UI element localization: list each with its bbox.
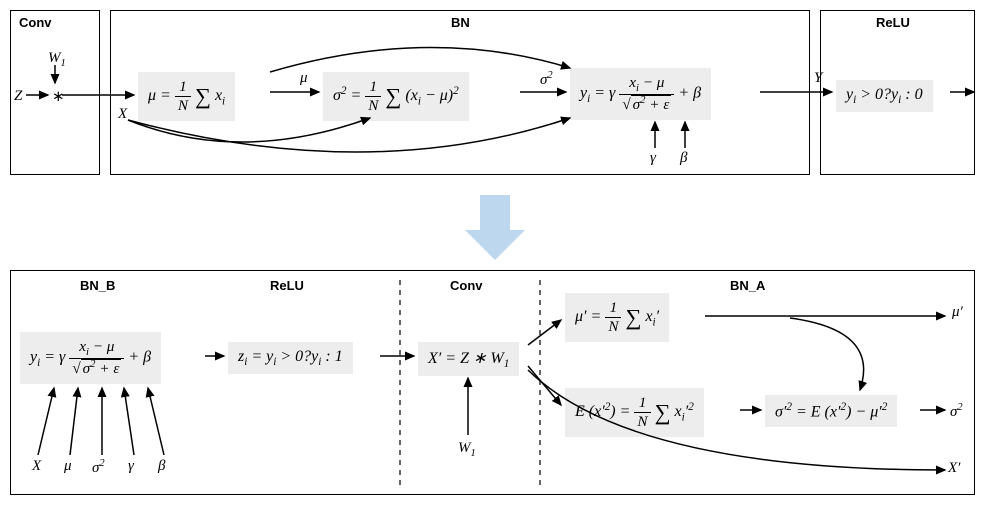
bna-X-out: X′ — [948, 460, 960, 477]
bna-sigma-box: σ′2 = E (x′2) − μ′2 — [765, 395, 897, 427]
relu-box: yi > 0?yi : 0 — [836, 80, 933, 112]
bnb-gamma: γ — [128, 458, 134, 475]
bna-ex2-box: E (x′2) = 1N ∑ xi′2 — [565, 388, 704, 437]
bnb-mu: μ — [64, 458, 72, 475]
bottom-W1: W1 — [458, 440, 476, 459]
bnb-X: X — [32, 458, 41, 475]
conv-title: Conv — [19, 15, 52, 30]
sigma-box: σ2 = 1N ∑ (xi − μ)2 — [323, 72, 469, 121]
bn-title: BN — [451, 15, 470, 30]
label-X: X — [118, 106, 127, 123]
bnb-beta: β — [158, 458, 165, 475]
bna-sigma-out: σ2 — [950, 402, 963, 421]
label-Z: Z — [14, 88, 22, 105]
bottom-relu-box: zi = yi > 0?yi : 1 — [228, 342, 353, 374]
mu-box: μ = 1N ∑ xi — [138, 72, 235, 121]
bottom-conv-box: X′ = Z ∗ W1 — [418, 342, 519, 376]
label-W1: W1 — [48, 50, 66, 69]
mu-out-label: μ — [300, 70, 308, 87]
bna-mu-out: μ′ — [952, 304, 963, 321]
relu-title: ReLU — [876, 15, 910, 30]
Y-label: Y — [814, 70, 822, 87]
gamma-label: γ — [650, 150, 656, 167]
diagram-root: Conv BN ReLU Z W1 ∗ X μ = 1N ∑ xi μ σ2 =… — [10, 10, 978, 497]
bottom-relu-title: ReLU — [270, 278, 304, 293]
sigma-out-label: σ2 — [540, 70, 553, 89]
conv-op: ∗ — [52, 87, 65, 106]
bna-title: BN_A — [730, 278, 765, 293]
bottom-conv-title: Conv — [450, 278, 483, 293]
bnb-sigma: σ2 — [92, 458, 105, 477]
bnb-y-box: yi = γ xi − μ√σ2 + ε + β — [20, 332, 161, 384]
bna-mu-box: μ′ = 1N ∑ xi′ — [565, 293, 669, 342]
beta-label: β — [680, 150, 687, 167]
y-box: yi = γ xi − μ√σ2 + ε + β — [570, 68, 711, 120]
bnb-title: BN_B — [80, 278, 115, 293]
